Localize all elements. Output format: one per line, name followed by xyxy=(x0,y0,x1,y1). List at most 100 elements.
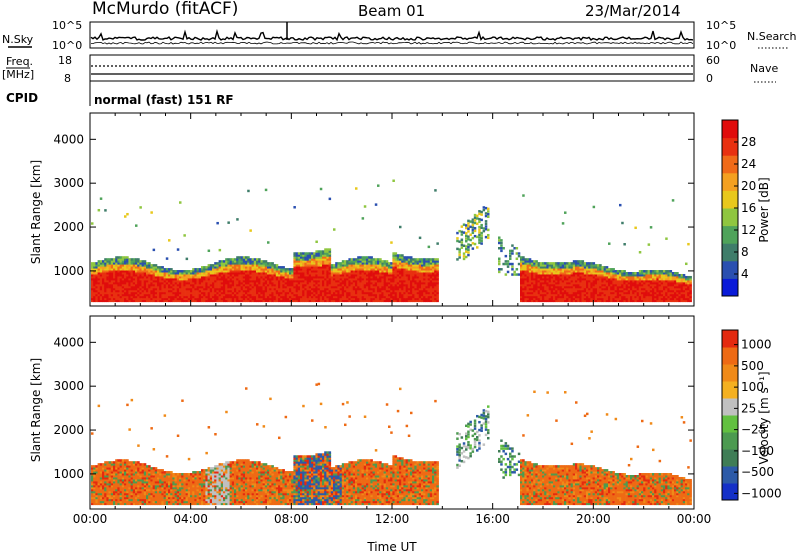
data-cell xyxy=(685,263,688,265)
data-cell xyxy=(384,260,387,262)
data-cell xyxy=(467,235,470,237)
data-cell xyxy=(485,207,488,209)
data-cell xyxy=(498,263,501,265)
data-cell xyxy=(474,243,477,245)
data-cell xyxy=(463,245,466,247)
data-cell xyxy=(476,246,479,248)
data-cell xyxy=(153,249,156,251)
data-cell xyxy=(465,237,468,239)
data-cell xyxy=(507,265,510,267)
data-cell xyxy=(498,247,501,249)
data-cell xyxy=(588,262,591,264)
data-cell xyxy=(359,256,362,258)
data-cell xyxy=(203,266,206,268)
data-cell xyxy=(663,270,666,272)
data-cell xyxy=(659,270,662,272)
data-cell xyxy=(271,262,274,264)
data-cell xyxy=(137,258,140,260)
data-cell xyxy=(474,214,477,216)
data-cell xyxy=(304,252,307,254)
data-cell xyxy=(100,260,103,262)
data-cell xyxy=(320,188,323,190)
data-cell xyxy=(615,270,618,272)
data-cell xyxy=(423,258,426,260)
data-cell xyxy=(672,272,675,274)
data-cell xyxy=(641,270,644,272)
data-cell xyxy=(487,216,490,218)
data-cell xyxy=(678,274,681,276)
data-cell xyxy=(381,260,384,262)
data-cell xyxy=(518,252,521,254)
data-cell xyxy=(390,262,393,264)
data-cell xyxy=(91,222,94,224)
data-cell xyxy=(683,274,686,276)
data-cell xyxy=(472,237,475,239)
data-cell xyxy=(643,270,646,272)
data-cell xyxy=(511,273,514,275)
data-cell xyxy=(639,251,642,253)
data-cell xyxy=(236,256,239,258)
data-cell xyxy=(159,266,162,268)
data-cell xyxy=(192,268,195,270)
data-cell xyxy=(278,266,281,268)
data-cell xyxy=(472,226,475,228)
data-cell xyxy=(104,209,107,211)
data-cell xyxy=(595,264,598,266)
data-cell xyxy=(524,258,527,260)
data-cell xyxy=(430,258,433,260)
data-cell xyxy=(456,248,459,250)
data-cell xyxy=(467,228,470,230)
data-cell xyxy=(511,252,514,254)
data-cell xyxy=(478,218,481,220)
data-cell xyxy=(122,256,125,258)
data-cell xyxy=(465,256,468,258)
data-cell xyxy=(249,258,252,260)
data-cell xyxy=(436,242,439,244)
data-cell xyxy=(208,250,211,252)
data-cell xyxy=(661,270,664,272)
data-cell xyxy=(177,270,180,272)
data-cell xyxy=(104,258,107,260)
data-cell xyxy=(164,268,167,270)
data-cell xyxy=(458,248,461,250)
data-cell xyxy=(100,197,103,199)
data-cell xyxy=(518,263,521,265)
data-cell xyxy=(225,258,228,260)
data-cell xyxy=(472,242,475,244)
data-cell xyxy=(390,241,393,243)
power-data xyxy=(91,180,692,303)
data-cell xyxy=(665,237,668,239)
data-cell xyxy=(190,270,193,272)
data-cell xyxy=(487,234,490,236)
data-cell xyxy=(586,262,589,264)
data-cell xyxy=(480,219,483,221)
data-cell xyxy=(465,248,468,250)
data-cell xyxy=(665,270,668,272)
data-cell xyxy=(487,210,490,212)
data-cell xyxy=(472,224,475,226)
nsearch-label: N.Search xyxy=(747,30,797,43)
data-cell xyxy=(579,260,582,262)
data-cell xyxy=(469,226,472,228)
data-cell xyxy=(263,260,266,262)
data-cell xyxy=(399,226,402,228)
data-cell xyxy=(634,227,637,229)
data-cell xyxy=(133,258,136,260)
data-cell xyxy=(346,260,349,262)
data-cell xyxy=(557,262,560,264)
data-cell xyxy=(513,273,516,275)
data-cell xyxy=(102,260,105,262)
data-cell xyxy=(126,213,129,215)
data-cell xyxy=(467,230,470,232)
data-cell xyxy=(485,236,488,238)
data-cell xyxy=(216,222,219,224)
date-title: 23/Mar/2014 xyxy=(585,2,681,20)
data-cell xyxy=(425,258,428,260)
data-cell xyxy=(474,227,477,229)
data-cell xyxy=(181,270,184,272)
data-cell xyxy=(183,234,186,236)
data-cell xyxy=(542,262,545,264)
data-cell xyxy=(139,206,142,208)
data-cell xyxy=(472,247,475,249)
power-ylabel: Slant Range [km] xyxy=(29,160,43,264)
